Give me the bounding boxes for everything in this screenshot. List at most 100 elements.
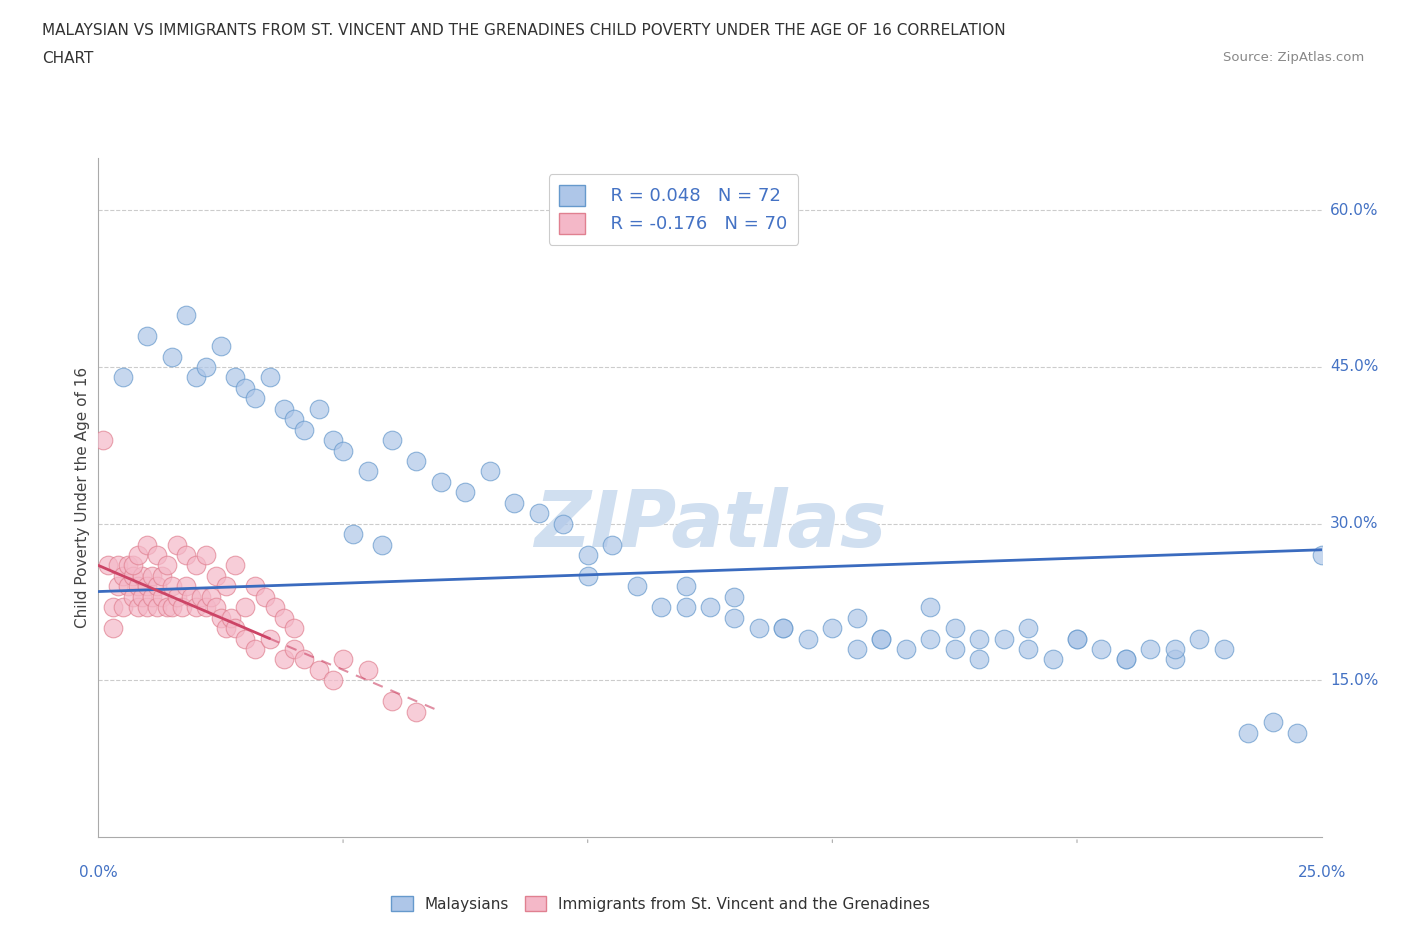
- Point: [273, 610, 295, 625]
- Point: [224, 558, 246, 573]
- Point: [176, 307, 198, 322]
- Point: [1286, 725, 1309, 740]
- Point: [322, 432, 344, 447]
- Point: [650, 600, 672, 615]
- Point: [186, 370, 208, 385]
- Point: [1212, 642, 1234, 657]
- Point: [1066, 631, 1088, 646]
- Text: 30.0%: 30.0%: [1330, 516, 1378, 531]
- Point: [127, 600, 149, 615]
- Point: [224, 620, 246, 635]
- Text: CHART: CHART: [42, 51, 94, 66]
- Point: [332, 652, 354, 667]
- Point: [253, 590, 276, 604]
- Point: [772, 620, 794, 635]
- Point: [150, 590, 173, 604]
- Point: [430, 474, 453, 489]
- Point: [845, 610, 868, 625]
- Point: [675, 600, 697, 615]
- Point: [675, 578, 697, 593]
- Point: [160, 578, 183, 593]
- Point: [1042, 652, 1064, 667]
- Point: [111, 370, 134, 385]
- Point: [322, 673, 344, 688]
- Point: [748, 620, 770, 635]
- Point: [1017, 620, 1039, 635]
- Point: [371, 538, 394, 552]
- Point: [131, 568, 153, 583]
- Point: [121, 590, 143, 604]
- Point: [723, 610, 745, 625]
- Point: [283, 642, 305, 657]
- Point: [576, 548, 599, 563]
- Point: [214, 620, 236, 635]
- Point: [150, 568, 173, 583]
- Point: [190, 590, 212, 604]
- Point: [111, 568, 134, 583]
- Point: [273, 402, 295, 417]
- Point: [332, 443, 354, 458]
- Point: [160, 600, 183, 615]
- Point: [1164, 642, 1187, 657]
- Point: [233, 600, 256, 615]
- Point: [117, 578, 139, 593]
- Text: Source: ZipAtlas.com: Source: ZipAtlas.com: [1223, 51, 1364, 64]
- Point: [121, 558, 143, 573]
- Point: [993, 631, 1015, 646]
- Point: [117, 558, 139, 573]
- Point: [894, 642, 917, 657]
- Point: [920, 631, 942, 646]
- Point: [527, 506, 550, 521]
- Point: [233, 631, 256, 646]
- Point: [205, 568, 228, 583]
- Point: [342, 526, 364, 541]
- Point: [478, 464, 501, 479]
- Point: [166, 538, 188, 552]
- Point: [97, 558, 120, 573]
- Point: [454, 485, 477, 499]
- Point: [1017, 642, 1039, 657]
- Text: 45.0%: 45.0%: [1330, 360, 1378, 375]
- Text: 60.0%: 60.0%: [1330, 203, 1378, 218]
- Point: [1237, 725, 1260, 740]
- Point: [263, 600, 285, 615]
- Point: [127, 578, 149, 593]
- Point: [1090, 642, 1112, 657]
- Point: [259, 631, 281, 646]
- Point: [308, 402, 330, 417]
- Point: [146, 600, 169, 615]
- Point: [205, 600, 228, 615]
- Point: [209, 610, 232, 625]
- Point: [91, 432, 114, 447]
- Point: [920, 600, 942, 615]
- Point: [259, 370, 281, 385]
- Point: [356, 464, 378, 479]
- Point: [1066, 631, 1088, 646]
- Point: [503, 496, 526, 511]
- Point: [1310, 548, 1333, 563]
- Point: [101, 620, 124, 635]
- Point: [943, 642, 966, 657]
- Point: [156, 558, 179, 573]
- Point: [821, 620, 844, 635]
- Point: [101, 600, 124, 615]
- Point: [292, 422, 315, 437]
- Point: [141, 590, 163, 604]
- Point: [224, 370, 246, 385]
- Point: [405, 704, 427, 719]
- Point: [136, 538, 159, 552]
- Point: [845, 642, 868, 657]
- Point: [870, 631, 893, 646]
- Text: ZIPatlas: ZIPatlas: [534, 486, 886, 563]
- Point: [1164, 652, 1187, 667]
- Point: [600, 538, 623, 552]
- Point: [219, 610, 242, 625]
- Point: [107, 578, 129, 593]
- Point: [1139, 642, 1161, 657]
- Point: [170, 600, 193, 615]
- Point: [283, 620, 305, 635]
- Point: [209, 339, 232, 353]
- Point: [131, 590, 153, 604]
- Point: [626, 578, 648, 593]
- Point: [243, 642, 266, 657]
